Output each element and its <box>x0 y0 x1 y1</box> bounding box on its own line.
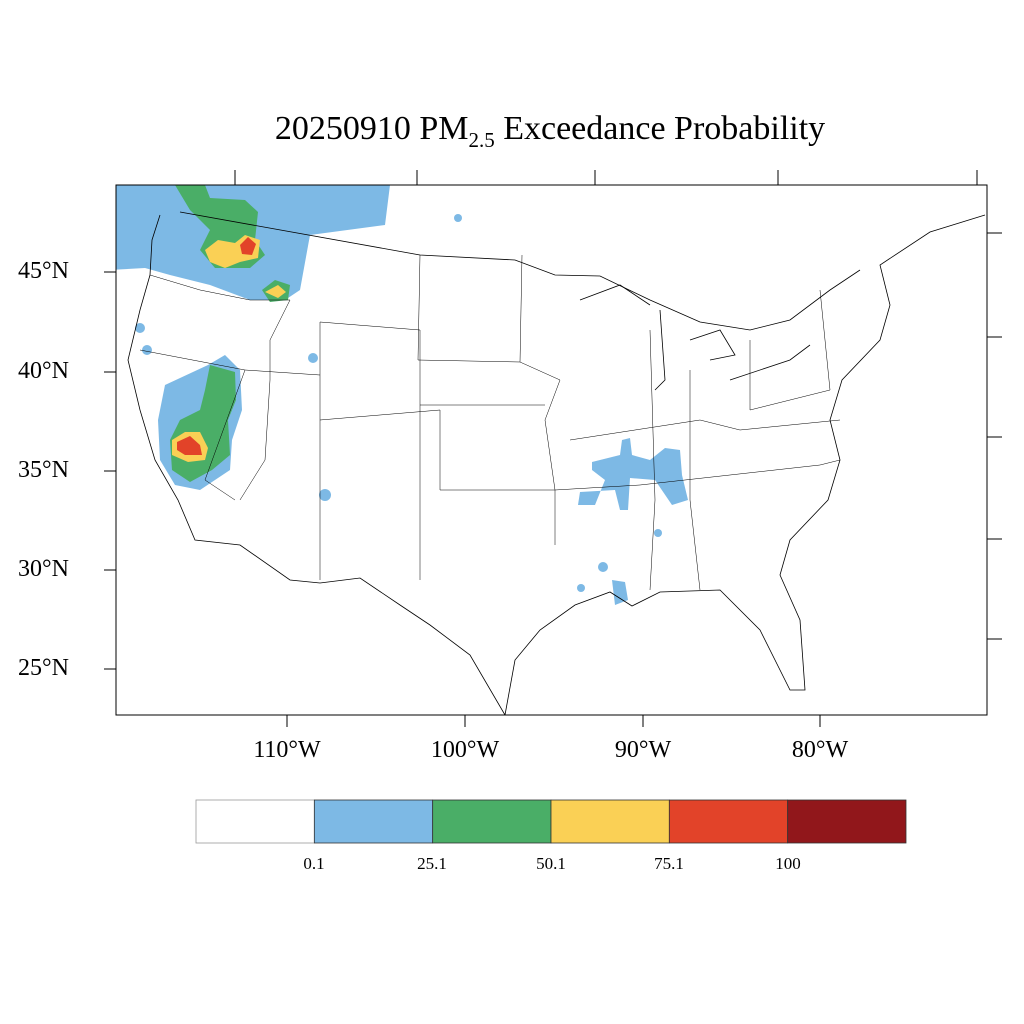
prob-area-blue <box>308 353 318 363</box>
colorbar-label: 100 <box>775 854 801 873</box>
lon-label: 110°W <box>253 737 321 763</box>
us-outline <box>127 214 986 715</box>
boundaries <box>127 211 986 715</box>
lat-label: 35°N <box>18 457 69 483</box>
colorbar-swatch <box>550 799 670 844</box>
prob-area-red <box>177 436 202 455</box>
state-lines <box>139 254 841 591</box>
canada-border <box>179 211 861 331</box>
prob-area-blue <box>319 489 331 501</box>
map-frame <box>115 184 988 716</box>
ticks <box>104 170 1002 727</box>
colorbar-label: 50.1 <box>536 854 566 873</box>
colorbar-swatch <box>668 799 789 844</box>
colorbar-label: 25.1 <box>417 854 447 873</box>
prob-area-blue <box>578 438 688 510</box>
lon-label: 100°W <box>430 737 500 763</box>
lat-label: 40°N <box>18 358 69 384</box>
prob-area-blue <box>598 562 608 572</box>
prob-area-blue <box>142 345 152 355</box>
lon-label: 80°W <box>791 737 849 763</box>
map-title: 20250910 PM2.5 Exceedance Probability <box>274 110 826 152</box>
prob-area-blue <box>612 580 628 605</box>
probability-fields <box>116 185 688 605</box>
colorbar-label: 75.1 <box>654 854 684 873</box>
prob-area-red <box>240 237 256 255</box>
colorbar-label: 0.1 <box>303 854 325 873</box>
prob-area-yellow <box>265 285 286 298</box>
prob-area-blue <box>454 214 462 222</box>
prob-area-blue <box>577 584 585 592</box>
lat-label: 45°N <box>18 258 69 284</box>
lat-label: 30°N <box>18 556 69 582</box>
colorbar-swatch <box>787 799 907 844</box>
colorbar-swatch <box>313 799 434 844</box>
great-lakes <box>579 284 811 391</box>
colorbar <box>195 799 907 844</box>
colorbar-swatch <box>432 799 552 844</box>
lat-label: 25°N <box>18 655 69 681</box>
prob-area-blue <box>654 529 662 537</box>
prob-area-blue <box>135 323 145 333</box>
colorbar-swatch <box>195 799 315 844</box>
lon-label: 90°W <box>614 737 672 763</box>
